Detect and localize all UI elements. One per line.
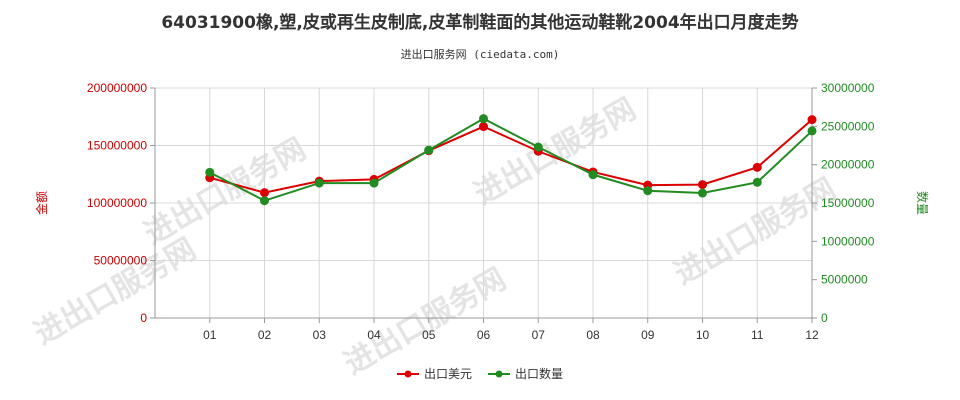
series-2-point [314, 178, 324, 188]
series-1-point [807, 115, 817, 125]
chart-subtitle: 进出口服务网 (ciedata.com) [401, 47, 560, 61]
x-tick-label: 07 [532, 328, 546, 342]
series-2-point [533, 142, 543, 152]
watermark-text: 进出口服务网 [339, 262, 512, 382]
series-line-1 [209, 118, 813, 194]
y-right-tick-label: 5000000 [821, 273, 868, 287]
series-2-point [643, 186, 653, 196]
x-tick-label: 01 [203, 328, 217, 342]
y-right-tick-label: 10000000 [821, 234, 875, 248]
series-2-point [752, 177, 762, 187]
y-right-tick-label: 30000000 [821, 81, 875, 95]
x-tick-label: 03 [313, 328, 327, 342]
y-right-tick-label: 0 [821, 311, 828, 325]
x-tick-label: 05 [422, 328, 436, 342]
x-tick-label: 09 [641, 328, 655, 342]
series-2-point [588, 170, 598, 180]
series-1-point [752, 162, 762, 172]
y-left-tick-label: 200000000 [87, 81, 147, 95]
series-2-point [698, 188, 707, 198]
legend-label-2: 出口数量 [515, 366, 563, 381]
series-2-point [479, 114, 488, 124]
y-left-tick-label: 50000000 [94, 254, 148, 268]
tick-labels: 0500000001000000001500000002000000000500… [87, 81, 875, 342]
series-2-point [807, 126, 817, 136]
series-2-point [369, 178, 379, 188]
legend-marker-1 [404, 370, 412, 378]
series-layer [205, 114, 817, 206]
legend: 出口美元 出口数量 [397, 366, 563, 381]
x-tick-label: 04 [367, 328, 381, 342]
y-right-tick-label: 20000000 [821, 158, 875, 172]
series-line-2 [209, 117, 813, 202]
y-left-tick-label: 150000000 [87, 139, 147, 153]
watermark-text: 进出口服务网 [669, 172, 842, 292]
legend-marker-2 [495, 370, 503, 378]
series-2-point [205, 167, 215, 177]
grid-lines [155, 87, 813, 319]
x-tick-label: 11 [751, 328, 764, 342]
chart-title: 64031900橡,塑,皮或再生皮制底,皮革制鞋面的其他运动鞋靴2004年出口月… [161, 12, 798, 33]
series-2-point [260, 196, 269, 206]
y-right-tick-label: 15000000 [821, 196, 875, 210]
y-axis-left-label: 金额 [34, 191, 49, 215]
x-tick-label: 02 [258, 328, 272, 342]
watermark-text: 进出口服务网 [29, 232, 202, 352]
x-tick-label: 06 [477, 328, 491, 342]
x-tick-label: 08 [586, 328, 600, 342]
y-axis-right-label: 数量 [915, 191, 930, 215]
y-left-tick-label: 0 [140, 311, 147, 325]
y-left-tick-label: 100000000 [87, 196, 147, 210]
series-1-point [260, 188, 269, 198]
x-tick-label: 12 [805, 328, 819, 342]
y-right-tick-label: 25000000 [821, 119, 875, 133]
x-tick-label: 10 [696, 328, 710, 342]
watermark-text: 进出口服务网 [469, 92, 642, 212]
series-1-point [479, 122, 488, 132]
watermark-text: 进出口服务网 [139, 132, 312, 252]
series-2-point [424, 145, 434, 155]
series-1-point [698, 180, 707, 190]
legend-label-1: 出口美元 [424, 367, 472, 381]
